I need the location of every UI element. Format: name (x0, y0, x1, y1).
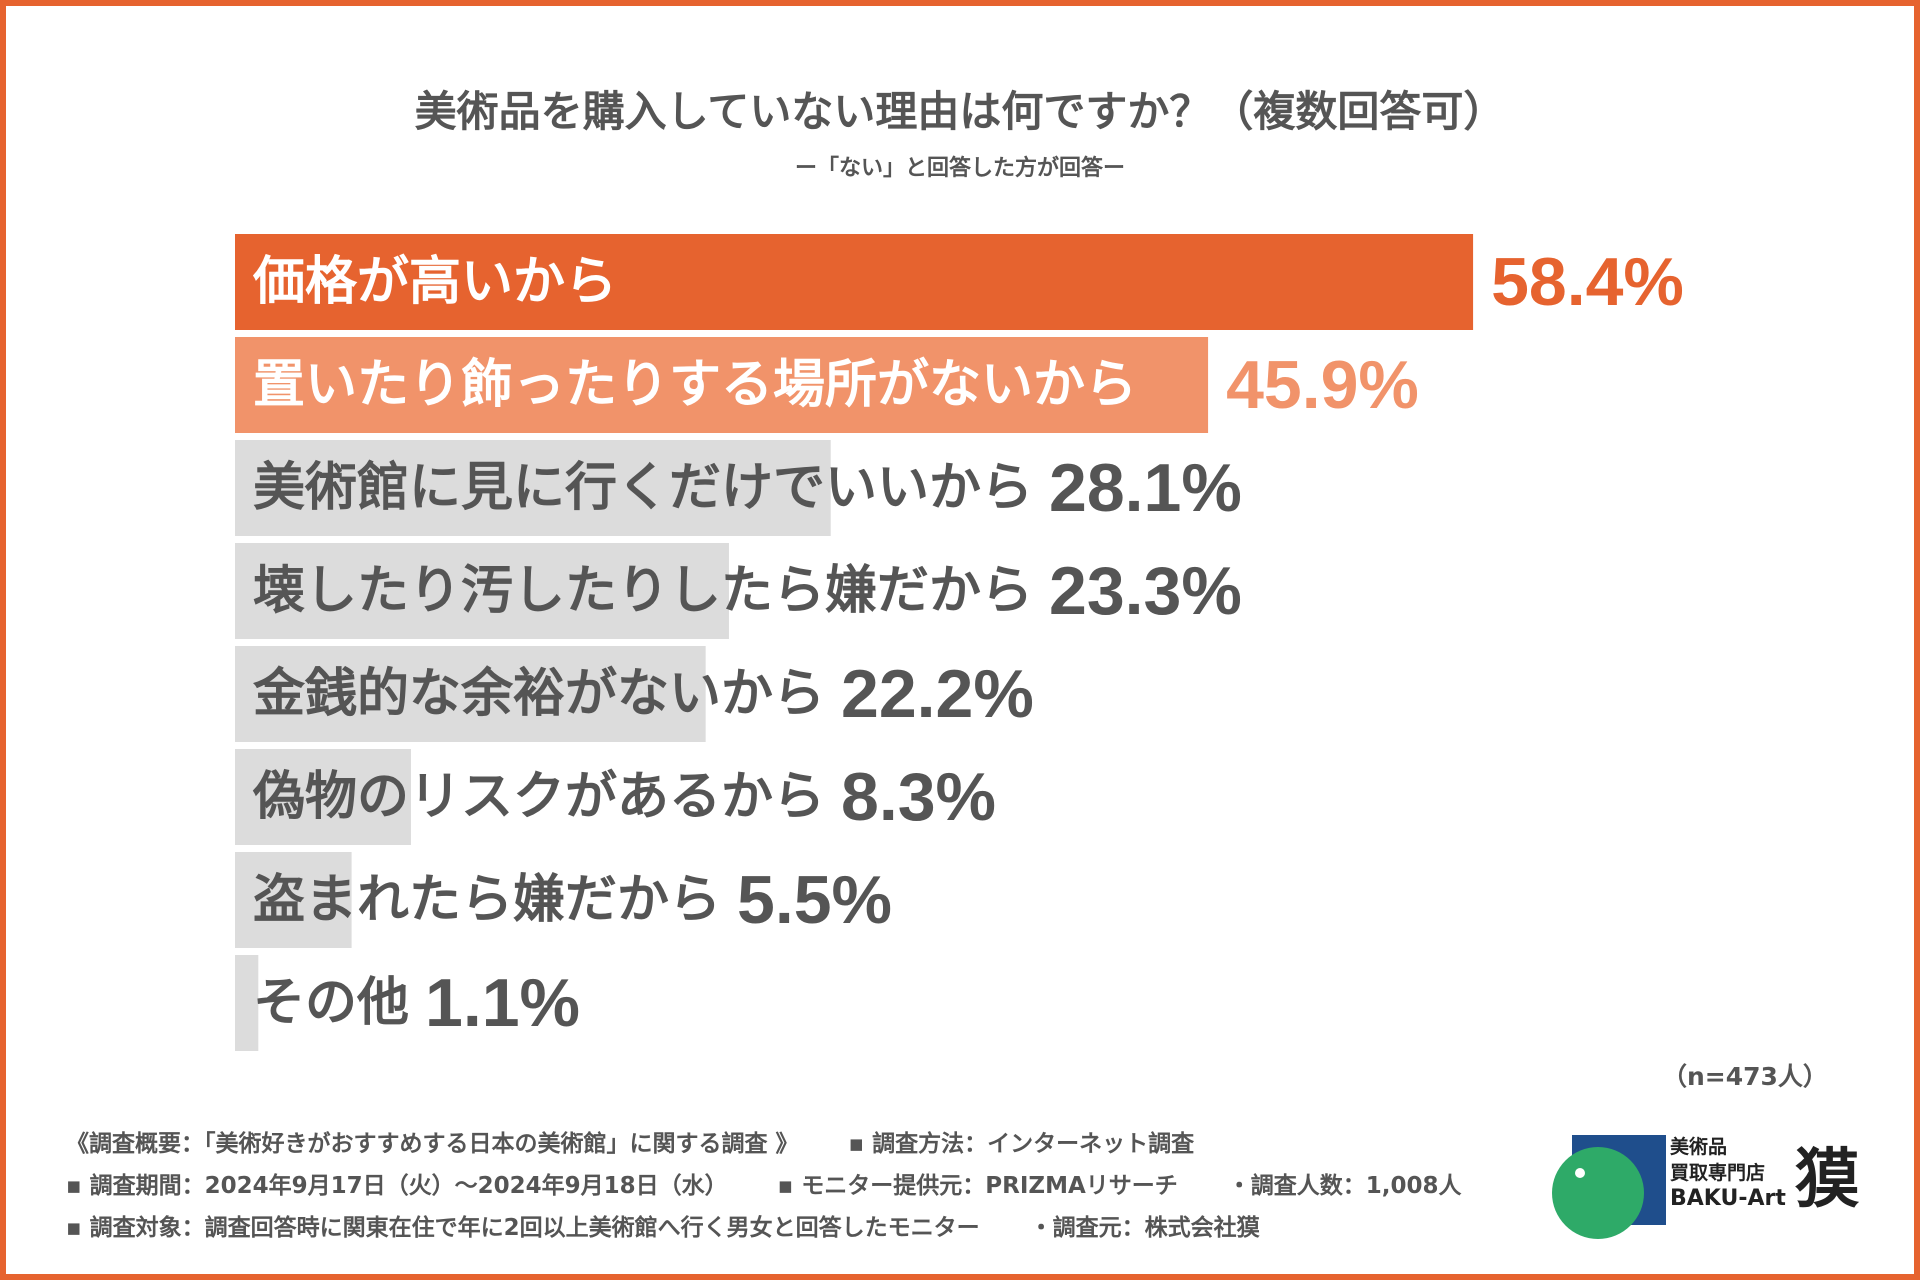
footer-line-3: ▪ 調査対象：調査回答時に関東在住で年に2回以上美術館へ行く男女と回答したモニタ… (66, 1208, 1302, 1242)
category-label-2: 置いたり飾ったりする場所がないから (253, 355, 1137, 415)
logo-line-3: BAKU-Art (1670, 1186, 1786, 1211)
category-label-5: 金銭的な余裕がないから (252, 664, 825, 724)
category-label-7: 盗まれたら嫌だから (253, 870, 721, 930)
survey-overview: 《調査概要：「美術好きがおすすめする日本の美術館」に関する調査 》 (66, 1131, 799, 1157)
logo-kanji: 獏 (1795, 1143, 1859, 1217)
survey-target: ▪ 調査対象：調査回答時に関東在住で年に2回以上美術館へ行く男女と回答したモニタ… (66, 1215, 980, 1241)
category-label-4: 壊したり汚したりしたら嫌だから (253, 561, 1033, 621)
chart-subtitle: ー「ない」と回答した方が回答ー (794, 156, 1125, 181)
baku-logo-icon (1552, 1135, 1666, 1239)
logo-text: 美術品 買取専門店 BAKU-Art (1670, 1134, 1786, 1212)
chart-title: 美術品を購入していない理由は何ですか？（複数回答可） (414, 87, 1506, 136)
value-label-3: 28.1% (1049, 450, 1242, 526)
value-label-2: 45.9% (1226, 347, 1419, 423)
value-label-1: 58.4% (1491, 244, 1684, 320)
logo-line-2: 買取専門店 (1670, 1162, 1766, 1184)
value-label-4: 23.3% (1049, 553, 1242, 629)
bar-1 (235, 234, 1474, 330)
value-label-5: 22.2% (841, 656, 1034, 732)
bar-2 (235, 337, 1209, 433)
footer-line-2: ▪ 調査期間：2024年9月17日（火）～2024年9月18日（水） ▪ モニタ… (66, 1166, 1504, 1200)
logo-line-1: 美術品 (1670, 1136, 1728, 1158)
category-label-8: その他 (253, 973, 409, 1033)
sample-size-note: （n=473人） (1662, 1062, 1828, 1091)
bar-4 (235, 543, 729, 639)
survey-count: ・調査人数：1,008人 (1227, 1173, 1462, 1199)
monitor-provider: ▪ モニター提供元：PRIZMAリサーチ (777, 1173, 1178, 1199)
category-label-3: 美術館に見に行くだけでいいから (253, 458, 1033, 518)
survey-period: ▪ 調査期間：2024年9月17日（火）～2024年9月18日（水） (66, 1173, 728, 1199)
survey-source: ・調査元：株式会社獏 (1029, 1215, 1260, 1241)
survey-method: ▪ 調査方法：インターネット調査 (848, 1131, 1195, 1157)
bar-6 (235, 749, 411, 845)
category-label-6: 偽物のリスクがあるから (252, 767, 825, 827)
value-label-7: 5.5% (737, 862, 892, 938)
category-label-1: 価格が高いから (252, 252, 617, 312)
bar-8 (235, 955, 259, 1051)
bar-3 (235, 440, 831, 536)
footer-line-1: 《調査概要：「美術好きがおすすめする日本の美術館」に関する調査 》 ▪ 調査方法… (66, 1124, 1236, 1158)
value-label-6: 8.3% (841, 759, 996, 835)
value-label-8: 1.1% (425, 965, 580, 1041)
bar-5 (235, 646, 706, 742)
bar-7 (235, 852, 352, 948)
